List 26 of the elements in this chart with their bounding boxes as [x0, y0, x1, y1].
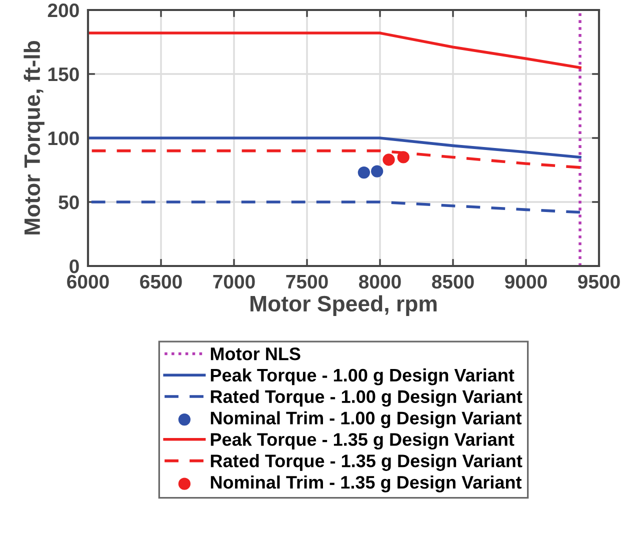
point — [371, 165, 384, 178]
legend-label: Peak Torque - 1.35 g Design Variant — [210, 432, 514, 450]
x-tick-label: 9000 — [505, 274, 547, 289]
x-tick-label: 6000 — [67, 274, 109, 289]
legend-label: Peak Torque - 1.00 g Design Variant — [210, 368, 514, 386]
x-tick-label: 8000 — [358, 274, 401, 289]
y-tick-label: 150 — [48, 67, 79, 82]
legend-label: Rated Torque - 1.00 g Design Variant — [210, 390, 522, 407]
point — [382, 154, 395, 166]
legend-label: Nominal Trim - 1.35 g Design Variant — [210, 475, 522, 492]
x-tick-label: 7000 — [213, 274, 255, 289]
legend-label: Motor NLS — [210, 347, 300, 360]
legend-label: Nominal Trim - 1.00 g Design Variant — [210, 411, 522, 428]
legend-label: Rated Torque - 1.35 g Design Variant — [210, 454, 522, 471]
y-tick-label: 50 — [58, 195, 79, 210]
y-tick-label: 200 — [48, 3, 79, 18]
x-tick-label: 9500 — [578, 274, 620, 289]
y-tick-label: 100 — [48, 131, 79, 146]
point — [358, 166, 370, 179]
x-tick-label: 8500 — [432, 274, 474, 289]
x-tick-label: 6500 — [140, 274, 182, 289]
y-tick-label: 0 — [70, 259, 79, 274]
x-axis-title: Motor Speed, rpm — [250, 295, 437, 316]
x-tick-label: 7500 — [286, 274, 328, 289]
point — [397, 151, 410, 164]
y-axis-title: Motor Torque, ft-lb — [24, 40, 44, 234]
